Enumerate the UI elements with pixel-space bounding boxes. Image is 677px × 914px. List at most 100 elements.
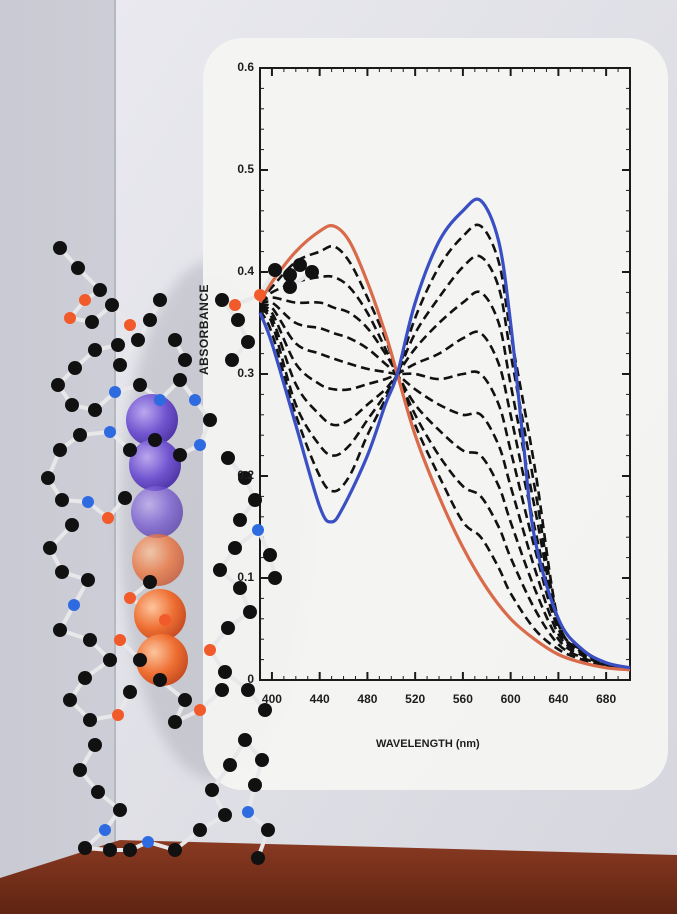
carbon-atom xyxy=(123,843,137,857)
oxygen-atom xyxy=(204,644,216,656)
carbon-atom xyxy=(243,605,257,619)
series-line-4 xyxy=(259,296,631,671)
carbon-atom xyxy=(215,293,229,307)
nitrogen-atom xyxy=(109,386,121,398)
carbon-atom xyxy=(168,715,182,729)
carbon-atom xyxy=(71,261,85,275)
carbon-atom xyxy=(221,621,235,635)
carbon-atom xyxy=(153,673,167,687)
carbon-atom xyxy=(78,841,92,855)
series-line-10 xyxy=(258,223,631,670)
carbon-atom xyxy=(238,733,252,747)
carbon-atom xyxy=(53,623,67,637)
carbon-atom xyxy=(55,565,69,579)
series-line-5 xyxy=(259,300,631,671)
carbon-atom xyxy=(233,513,247,527)
nitrogen-atom xyxy=(252,524,264,536)
carbon-atom xyxy=(83,633,97,647)
carbon-atom xyxy=(41,471,55,485)
absorbance-plot xyxy=(258,67,631,681)
carbon-atom xyxy=(148,433,162,447)
nitrogen-atom xyxy=(82,496,94,508)
carbon-atom xyxy=(305,265,319,279)
carbon-atom xyxy=(143,575,157,589)
series-line-0 xyxy=(258,223,631,672)
nitrogen-atom xyxy=(68,599,80,611)
carbon-atom xyxy=(88,403,102,417)
metal-sphere-orange xyxy=(134,589,186,641)
carbon-atom xyxy=(91,785,105,799)
metal-sphere-purple xyxy=(131,486,183,538)
carbon-atom xyxy=(218,808,232,822)
carbon-atom xyxy=(103,843,117,857)
carbon-atom xyxy=(251,851,265,865)
carbon-atom xyxy=(215,683,229,697)
carbon-atom xyxy=(113,803,127,817)
carbon-atom xyxy=(225,353,239,367)
carbon-atom xyxy=(73,428,87,442)
carbon-atom xyxy=(263,548,277,562)
oxygen-atom xyxy=(194,704,206,716)
nitrogen-atom xyxy=(154,394,166,406)
carbon-atom xyxy=(85,315,99,329)
carbon-atom xyxy=(143,313,157,327)
carbon-atom xyxy=(258,703,272,717)
carbon-atom xyxy=(133,653,147,667)
oxygen-atom xyxy=(79,294,91,306)
carbon-atom xyxy=(118,491,132,505)
carbon-atom xyxy=(221,451,235,465)
carbon-atom xyxy=(83,713,97,727)
carbon-atom xyxy=(55,493,69,507)
nitrogen-atom xyxy=(242,806,254,818)
oxygen-atom xyxy=(254,289,266,301)
carbon-atom xyxy=(248,778,262,792)
carbon-atom xyxy=(228,541,242,555)
carbon-atom xyxy=(81,573,95,587)
carbon-atom xyxy=(178,353,192,367)
carbon-atom xyxy=(283,280,297,294)
carbon-atom xyxy=(113,358,127,372)
carbon-atom xyxy=(231,313,245,327)
carbon-atom xyxy=(283,268,297,282)
carbon-atom xyxy=(53,241,67,255)
series-line-9 xyxy=(259,254,631,670)
carbon-atom xyxy=(93,283,107,297)
nitrogen-atom xyxy=(142,836,154,848)
carbon-atom xyxy=(178,693,192,707)
nitrogen-atom xyxy=(104,426,116,438)
carbon-atom xyxy=(65,398,79,412)
carbon-atom xyxy=(88,738,102,752)
series-line-7 xyxy=(259,305,631,671)
carbon-atom xyxy=(88,343,102,357)
carbon-atom xyxy=(193,823,207,837)
series-line-6 xyxy=(259,303,631,671)
oxygen-atom xyxy=(112,709,124,721)
carbon-atom xyxy=(123,685,137,699)
nitrogen-atom xyxy=(194,439,206,451)
carbon-atom xyxy=(173,448,187,462)
carbon-atom xyxy=(248,493,262,507)
carbon-atom xyxy=(63,693,77,707)
carbon-atom xyxy=(173,373,187,387)
carbon-atom xyxy=(168,843,182,857)
carbon-atom xyxy=(65,518,79,532)
wooden-floor xyxy=(0,840,677,914)
carbon-atom xyxy=(168,333,182,347)
carbon-atom xyxy=(53,443,67,457)
carbon-atom xyxy=(68,361,82,375)
carbon-atom xyxy=(241,335,255,349)
carbon-atom xyxy=(213,563,227,577)
metal-sphere-orange xyxy=(132,534,184,586)
carbon-atom xyxy=(51,378,65,392)
series-line-3 xyxy=(259,274,631,672)
carbon-atom xyxy=(261,823,275,837)
carbon-atom xyxy=(203,413,217,427)
metal-sphere-orange xyxy=(136,634,188,686)
oxygen-atom xyxy=(124,592,136,604)
carbon-atom xyxy=(43,541,57,555)
molecule-model xyxy=(41,241,319,865)
carbon-atom xyxy=(73,763,87,777)
carbon-atom xyxy=(241,683,255,697)
nitrogen-atom xyxy=(99,824,111,836)
